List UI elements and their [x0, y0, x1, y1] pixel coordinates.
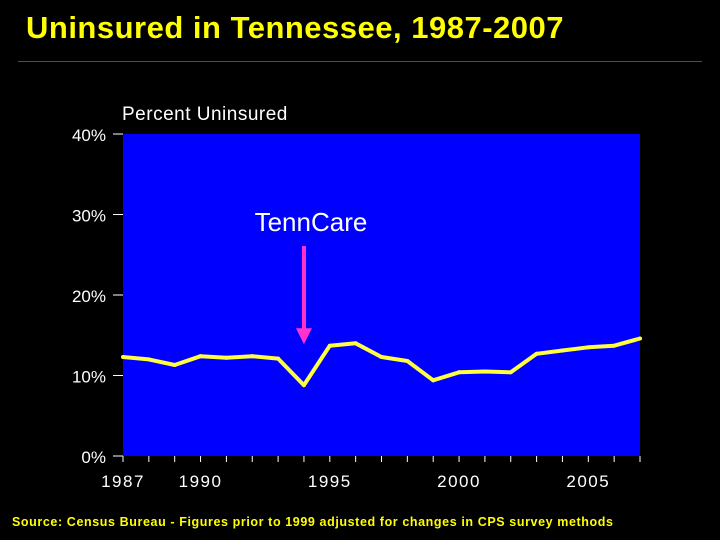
data-point [534, 351, 539, 356]
x-tick-label: 2000 [437, 472, 481, 491]
data-point [482, 369, 487, 374]
data-point [121, 354, 125, 359]
x-axis: 1987 1990 1995 2000 2005 [101, 456, 641, 491]
x-tick-label: 2005 [566, 472, 610, 491]
source-footnote: Source: Census Bureau - Figures prior to… [12, 515, 614, 529]
y-tick-label: 10% [72, 368, 106, 387]
y-tick-label: 40% [72, 126, 106, 145]
data-point [172, 363, 177, 368]
data-point [301, 383, 306, 388]
data-point [353, 341, 358, 346]
series-group [121, 336, 642, 388]
data-point [560, 348, 565, 353]
y-axis: 0% 10% 20% 30% 40% [72, 126, 123, 467]
chart-title: Uninsured in Tennessee, 1987-2007 [26, 10, 564, 45]
data-point [431, 378, 436, 383]
data-point [405, 359, 410, 364]
annotation-label: TennCare [255, 207, 368, 237]
line-chart: Percent Uninsured 0% 10% 20% 30% 40% 1987 199… [72, 104, 642, 491]
y-tick-label: 30% [72, 207, 106, 226]
data-point [508, 370, 513, 375]
y-tick-label: 0% [81, 448, 106, 467]
data-point [224, 355, 229, 360]
annotation-arrow-head [295, 328, 312, 345]
plot-area [123, 134, 640, 456]
data-point [586, 345, 591, 350]
data-point [638, 336, 642, 341]
x-tick-label: 1987 [101, 472, 145, 491]
data-point [276, 356, 281, 361]
title-divider [18, 61, 702, 62]
y-axis-label: Percent Uninsured [122, 104, 288, 125]
data-point [379, 354, 384, 359]
data-point [198, 354, 203, 359]
x-tick-label: 1990 [179, 472, 223, 491]
y-tick-label: 20% [72, 287, 106, 306]
data-point [612, 343, 617, 348]
x-tick-label: 1995 [308, 472, 352, 491]
data-point [457, 370, 462, 375]
data-point [250, 354, 255, 359]
annotations-group: TennCare [255, 207, 368, 345]
data-point [327, 343, 332, 348]
data-point [146, 357, 151, 362]
